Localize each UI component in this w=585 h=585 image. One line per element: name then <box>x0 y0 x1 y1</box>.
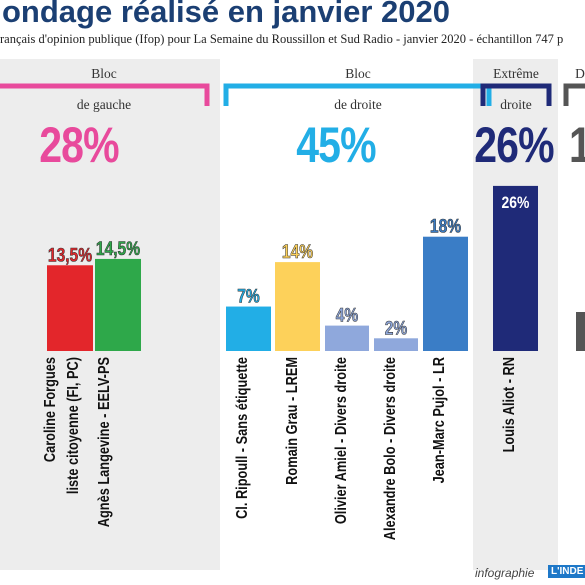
bar-value-label: 26% <box>502 194 530 213</box>
bloc-droite-line2: de droite <box>334 97 382 112</box>
bloc-divers-line1: D <box>575 66 585 81</box>
candidate-label: Alexandre Bolo - Divers droite <box>382 357 400 540</box>
bar-value-label: 18% <box>430 215 461 237</box>
candidate-label: Olivier Amiel - Divers droite <box>333 357 351 524</box>
bar-value-label: 14% <box>282 241 313 263</box>
bar-value-label: 14,5% <box>96 237 140 259</box>
bloc-bracket <box>480 83 552 106</box>
footer-logo: L'INDE <box>548 565 585 578</box>
bar-value-label: 4% <box>336 304 359 326</box>
bloc-gauche-line2: de gauche <box>76 97 132 112</box>
bloc-bracket <box>0 83 210 106</box>
chart-title: ondage réalisé en janvier 2020 <box>2 0 451 29</box>
bloc-divers-total: 1 <box>569 116 585 174</box>
bar <box>95 258 141 351</box>
candidate-label: Caroline Forgues <box>42 357 60 462</box>
bar <box>493 185 538 351</box>
bar <box>423 236 468 351</box>
bloc-gauche-total: 28% <box>39 117 119 173</box>
candidate-label: Jean-Marc Pujol - LR <box>431 357 449 484</box>
footer-infographie: infographie <box>475 566 535 580</box>
bloc-extreme-line2: droite <box>500 97 532 112</box>
bar <box>226 306 271 351</box>
candidate-label: Romain Grau - LREM <box>284 357 302 485</box>
candidate-label: liste citoyenne (FI, PC) <box>65 357 83 494</box>
candidate-label: Cl. Ripoull - Sans étiquette <box>234 357 252 519</box>
bar <box>325 325 369 351</box>
bloc-extreme-line1: Extrême <box>493 66 539 81</box>
bar <box>47 265 93 351</box>
candidate-label: Agnès Langevine - EELV-PS <box>96 357 114 528</box>
bar <box>275 262 320 351</box>
bloc-droite-total: 45% <box>296 117 376 173</box>
bloc-bracket <box>563 83 585 106</box>
candidate-label: Louis Aliot - RN <box>501 357 519 452</box>
chart-subtitle: rançais d'opinion publique (Ifop) pour L… <box>0 32 564 46</box>
bloc-droite-line1: Bloc <box>345 66 371 81</box>
bloc-extreme-total: 26% <box>474 117 554 173</box>
bar <box>374 338 418 351</box>
bar-value-label: 13,5% <box>48 244 92 266</box>
bloc-bracket <box>223 83 492 106</box>
bloc-gauche-line1: Bloc <box>91 66 117 81</box>
bar-value-label: 2% <box>385 317 408 339</box>
bar-value-label: 7% <box>237 285 260 307</box>
bar-divers-partial <box>576 312 585 351</box>
